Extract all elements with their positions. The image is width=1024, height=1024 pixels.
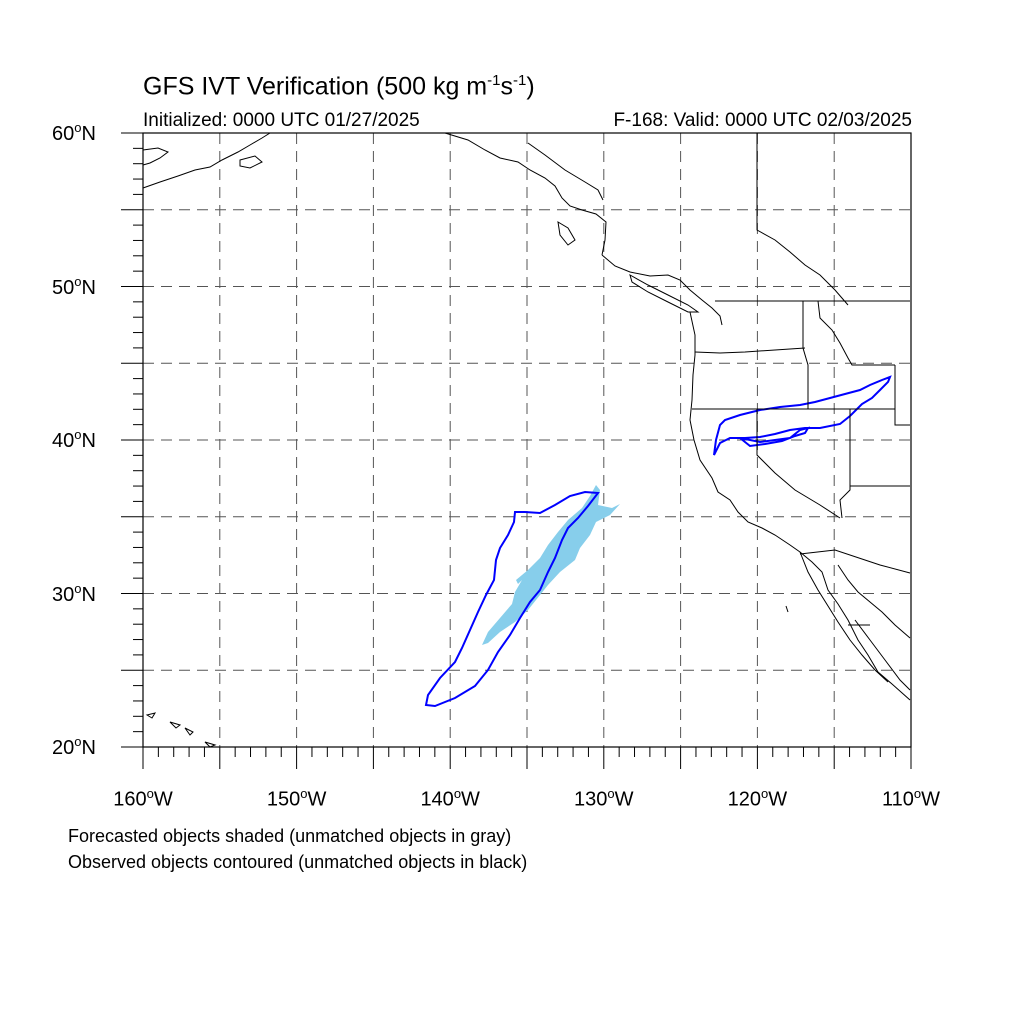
coastline-mexico-mainland xyxy=(854,619,911,691)
latitude-label: 40oN xyxy=(52,427,96,452)
coastline-vancouver-island xyxy=(629,273,700,313)
longitude-label: 150oW xyxy=(266,786,327,811)
coastline-alaska-peninsula xyxy=(142,132,271,189)
border-alaska-canada xyxy=(527,142,604,201)
gridlines xyxy=(143,133,911,747)
border-idaho xyxy=(802,301,809,409)
longitude-label: 130oW xyxy=(574,786,634,811)
coastline-bc xyxy=(601,254,723,326)
longitude-label: 110oW xyxy=(881,786,941,811)
coastline-gulf-california xyxy=(837,564,911,639)
observed-object-inland xyxy=(713,375,892,456)
coastline-us-west xyxy=(689,311,911,701)
longitude-label: 120oW xyxy=(727,786,788,811)
observed-object-ocean xyxy=(424,490,600,708)
map-title: GFS IVT Verification (500 kg m-1s-1) xyxy=(143,72,535,101)
longitude-label: 140oW xyxy=(420,786,480,811)
border-idaho-montana xyxy=(817,300,895,366)
coastline-gulf-alaska xyxy=(444,132,607,256)
latitude-label: 60oN xyxy=(52,120,96,145)
tick-marks xyxy=(121,132,912,769)
initialized-label: Initialized: 0000 UTC 01/27/2025 xyxy=(143,110,420,131)
island-guadalupe xyxy=(785,605,789,613)
coastline-baja xyxy=(799,551,889,683)
border-bc-alberta xyxy=(756,133,849,306)
coastline-kodiak xyxy=(239,155,263,169)
observed-note: Observed objects contoured (unmatched ob… xyxy=(68,852,528,872)
border-us-mexico xyxy=(799,549,911,574)
border-wa-or xyxy=(694,347,806,354)
coastline-alaska xyxy=(142,147,170,166)
valid-label: F-168: Valid: 0000 UTC 02/03/2025 xyxy=(613,110,912,131)
political-boundaries xyxy=(527,133,911,626)
coastline-haida-gwaii xyxy=(557,221,576,246)
border-wy xyxy=(894,365,910,426)
border-nv-az xyxy=(839,409,851,519)
latitude-label: 50oN xyxy=(52,273,96,299)
border-ca-nv xyxy=(756,409,841,519)
islands-hawaii-1 xyxy=(145,712,157,719)
islands-hawaii-2 xyxy=(169,721,217,748)
forecast-note: Forecasted objects shaded (unmatched obj… xyxy=(68,826,512,846)
latitude-label: 30oN xyxy=(52,580,96,606)
coastlines xyxy=(142,132,911,748)
longitude-label: 160oW xyxy=(113,786,173,811)
map-frame xyxy=(142,132,912,748)
latitude-label: 20oN xyxy=(52,734,96,759)
